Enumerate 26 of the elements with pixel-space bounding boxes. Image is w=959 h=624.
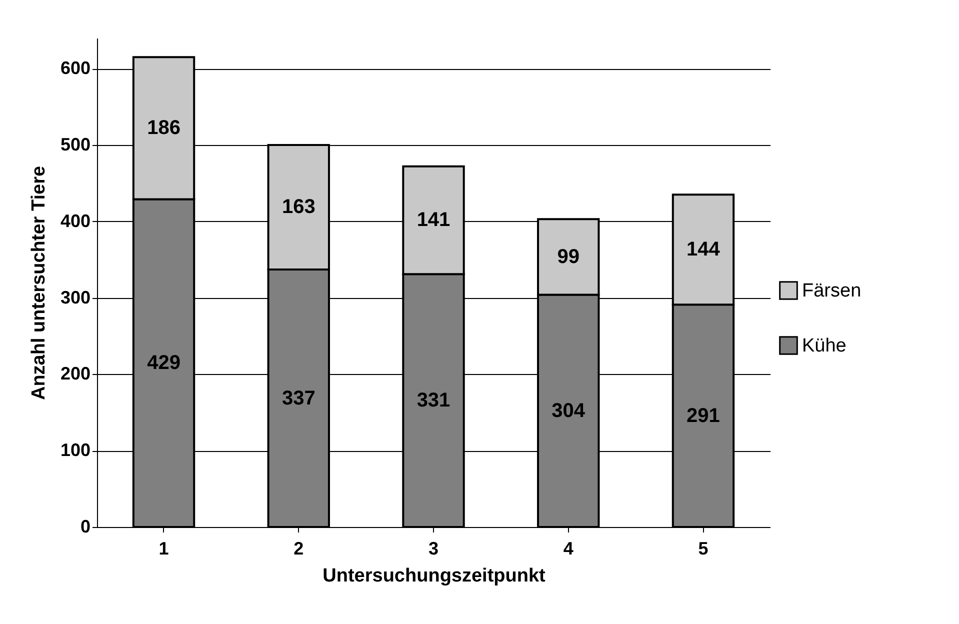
- y-tick-label: 500: [60, 134, 90, 154]
- x-tick-label: 2: [294, 538, 304, 558]
- y-tick-label: 0: [80, 516, 90, 536]
- y-tick-label: 100: [60, 440, 90, 460]
- data-label: 304: [552, 400, 586, 422]
- legend-label: Färsen: [802, 280, 862, 302]
- data-label: 99: [557, 246, 580, 268]
- data-label: 429: [147, 352, 180, 374]
- data-label: 337: [282, 387, 316, 410]
- x-axis-title: Untersuchungszeitpunkt: [322, 566, 546, 586]
- data-label: 144: [686, 238, 721, 261]
- x-tick-label: 4: [563, 538, 574, 558]
- data-label: 141: [416, 209, 450, 232]
- y-tick-label: 300: [60, 287, 90, 308]
- y-tick-label: 200: [60, 364, 90, 384]
- legend-label: Kühe: [802, 336, 846, 356]
- x-tick-label: 3: [428, 538, 439, 558]
- data-label: 291: [686, 404, 720, 427]
- y-tick-label: 400: [60, 210, 90, 231]
- y-tick-label: 600: [60, 58, 90, 78]
- data-label: 186: [147, 117, 180, 140]
- x-tick-label: 5: [698, 538, 708, 558]
- data-label: 163: [282, 196, 316, 218]
- data-label: 331: [416, 390, 450, 412]
- y-axis-title: Anzahl untersuchter Tiere: [28, 166, 50, 400]
- x-tick-label: 1: [158, 538, 169, 558]
